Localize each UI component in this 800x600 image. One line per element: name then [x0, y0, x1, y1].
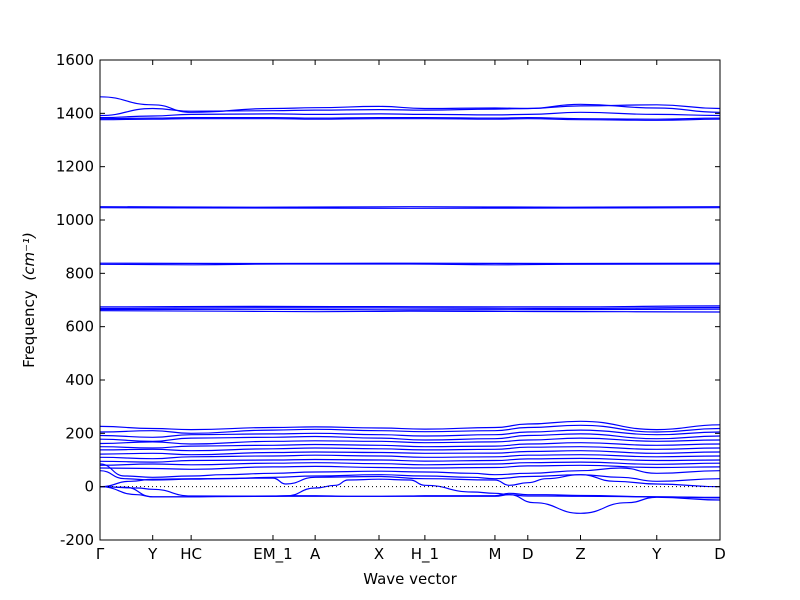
y-axis-label-unit: (cm⁻¹) [20, 232, 38, 281]
band-line-30 [99, 486, 721, 498]
y-axis: -200 0 200 400 600 800 1000 1200 1400 1600 [56, 51, 720, 549]
band-line-6 [99, 207, 721, 209]
x-tick-label: HC [180, 545, 202, 563]
band-line-0 [99, 96, 721, 113]
band-line-3 [99, 116, 721, 120]
x-tick-label: A [310, 545, 321, 563]
band-line-14 [99, 424, 721, 434]
band-line-20 [99, 450, 721, 456]
y-tick-label: 1400 [56, 104, 94, 122]
band-line-27 [99, 474, 721, 488]
plot-lines [99, 96, 721, 514]
x-tick-label: D [522, 545, 534, 563]
y-tick-label: 400 [65, 371, 94, 389]
band-line-2 [99, 111, 721, 119]
y-tick-label: 1000 [56, 211, 94, 229]
band-line-25 [99, 463, 721, 478]
band-line-10 [99, 306, 721, 310]
y-tick-label: 600 [65, 318, 94, 336]
band-line-16 [99, 433, 721, 442]
y-tick-label: 1200 [56, 158, 94, 176]
band-line-18 [99, 442, 721, 449]
band-line-21 [99, 454, 721, 460]
x-tick-label: Y [147, 545, 158, 563]
band-line-23 [99, 461, 721, 466]
band-line-26 [99, 470, 721, 482]
band-line-8 [99, 263, 721, 266]
band-line-5 [99, 206, 721, 208]
band-line-1 [99, 103, 721, 117]
x-tick-label: H_1 [411, 545, 439, 564]
band-line-12 [99, 310, 721, 313]
plot-frame [99, 59, 721, 541]
x-tick-label: Z [575, 545, 585, 563]
x-tick-label: EM_1 [253, 545, 292, 564]
x-tick-label: Y [651, 545, 662, 563]
band-line-19 [99, 446, 721, 452]
band-line-11 [99, 308, 721, 311]
y-tick-label: -200 [60, 531, 94, 549]
x-axis: Γ Y HC EM_1 A X H_1 M D Z Y D [96, 60, 726, 564]
band-line-29 [99, 478, 721, 514]
band-line-9 [99, 305, 721, 308]
y-tick-label: 0 [84, 478, 94, 496]
x-tick-label: X [374, 545, 384, 563]
y-tick-label: 800 [65, 264, 94, 282]
x-tick-label: M [488, 545, 501, 563]
band-line-24 [99, 464, 721, 470]
x-tick-label: Γ [96, 545, 105, 563]
y-axis-label: Frequency (cm⁻¹) [20, 232, 38, 368]
y-tick-label: 1600 [56, 51, 94, 69]
band-line-4 [99, 118, 721, 121]
band-line-17 [99, 437, 721, 445]
y-tick-label: 200 [65, 424, 94, 442]
x-tick-label: D [714, 545, 726, 563]
band-line-13 [99, 420, 721, 431]
band-line-22 [99, 457, 721, 463]
band-line-15 [99, 429, 721, 438]
x-axis-label: Wave vector [363, 570, 457, 588]
y-axis-label-text: Frequency [20, 290, 38, 368]
